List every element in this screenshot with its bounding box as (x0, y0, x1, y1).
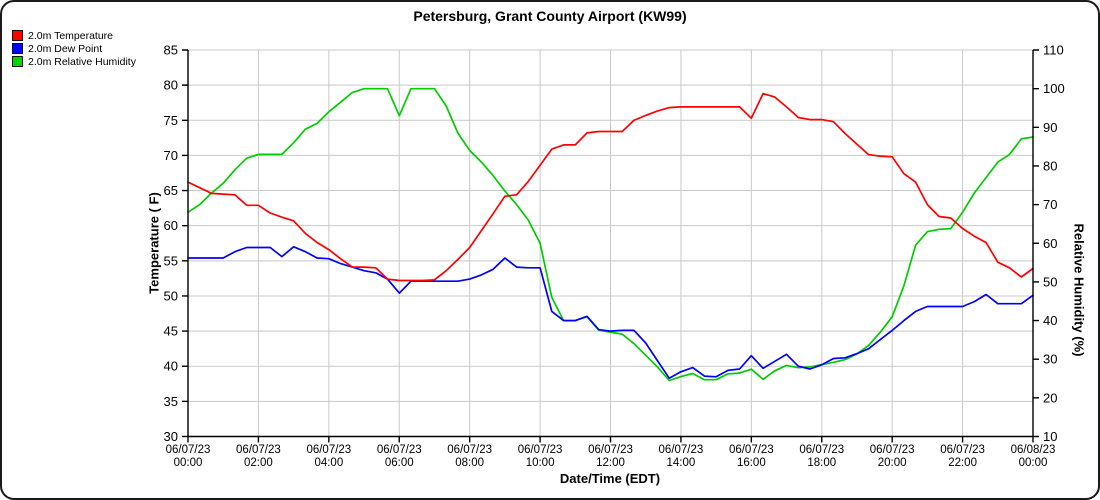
left-axis-tick-label: 40 (164, 359, 178, 374)
right-axis-tick-label: 30 (1043, 352, 1057, 367)
legend-swatch-dew-point-icon (12, 43, 23, 54)
right-axis-tick-label: 40 (1043, 313, 1057, 328)
legend-item-temperature: 2.0m Temperature (12, 29, 136, 42)
left-axis-tick-label: 55 (164, 253, 178, 268)
legend-label-dew-point: 2.0m Dew Point (28, 42, 103, 55)
right-axis-tick-label: 110 (1043, 43, 1064, 58)
x-axis-tick-time: 08:00 (455, 457, 484, 469)
left-axis-tick-label: 80 (164, 78, 178, 93)
x-axis-tick-date: 06/08/23 (1011, 444, 1056, 456)
legend-item-dew-point: 2.0m Dew Point (12, 42, 136, 55)
right-axis-tick-label: 80 (1043, 158, 1057, 173)
x-axis-tick-date: 06/07/23 (940, 444, 985, 456)
legend-swatch-temperature-icon (12, 30, 23, 41)
x-axis-tick-date: 06/07/23 (518, 444, 563, 456)
legend-swatch-relative-humidity-icon (12, 56, 23, 67)
x-axis-tick-time: 12:00 (596, 457, 625, 469)
x-axis-tick-date: 06/07/23 (588, 444, 633, 456)
series-line-2-0m-relative-humidity (187, 87, 1034, 382)
right-axis-tick-label: 10 (1043, 429, 1057, 444)
x-axis-tick-time: 00:00 (1019, 457, 1048, 469)
x-axis-tick-date: 06/07/23 (799, 444, 844, 456)
right-axis-tick-label: 60 (1043, 236, 1057, 251)
x-axis-tick-time: 22:00 (948, 457, 977, 469)
x-axis-tick-time: 20:00 (878, 457, 907, 469)
x-axis-tick-date: 06/07/23 (659, 444, 704, 456)
left-axis-tick-label: 50 (164, 288, 178, 303)
right-axis-tick-label: 50 (1043, 274, 1057, 289)
x-axis-tick-time: 04:00 (314, 457, 343, 469)
x-axis-tick-date: 06/07/23 (306, 444, 351, 456)
left-axis-tick-label: 70 (164, 148, 178, 163)
left-axis-tick-label: 65 (164, 183, 178, 198)
left-axis-tick-label: 30 (164, 429, 178, 444)
x-axis-title: Date/Time (EDT) (559, 471, 661, 486)
right-axis-tick-label: 20 (1043, 390, 1057, 405)
x-axis-tick-time: 10:00 (526, 457, 555, 469)
x-axis-tick-date: 06/07/23 (870, 444, 915, 456)
x-axis-tick-date: 06/07/23 (729, 444, 774, 456)
left-axis-tick-label: 75 (164, 113, 178, 128)
legend-item-relative-humidity: 2.0m Relative Humidity (12, 55, 136, 68)
left-axis-tick-label: 85 (164, 43, 178, 58)
right-axis-tick-label: 70 (1043, 197, 1057, 212)
left-axis-tick-label: 60 (164, 218, 178, 233)
x-axis-tick-date: 06/07/23 (236, 444, 281, 456)
x-axis-tick-time: 02:00 (244, 457, 273, 469)
x-axis-tick-date: 06/07/23 (447, 444, 492, 456)
x-axis-tick-time: 06:00 (385, 457, 414, 469)
legend-label-relative-humidity: 2.0m Relative Humidity (28, 55, 136, 68)
x-axis-tick-time: 16:00 (737, 457, 766, 469)
x-axis-tick-date: 06/07/23 (166, 444, 211, 456)
series-line-2-0m-temperature (187, 92, 1034, 282)
left-axis-tick-label: 35 (164, 394, 178, 409)
legend-label-temperature: 2.0m Temperature (28, 29, 114, 42)
right-axis-tick-label: 90 (1043, 120, 1057, 135)
x-axis-tick-time: 18:00 (807, 457, 836, 469)
x-axis-tick-time: 00:00 (174, 457, 203, 469)
x-axis-tick-time: 14:00 (667, 457, 696, 469)
chart-title: Petersburg, Grant County Airport (KW99) (413, 8, 687, 24)
legend: 2.0m Temperature 2.0m Dew Point 2.0m Rel… (12, 29, 136, 68)
left-axis-tick-label: 45 (164, 324, 178, 339)
right-axis-tick-label: 100 (1043, 81, 1065, 96)
x-axis-tick-date: 06/07/23 (377, 444, 422, 456)
series-line-2-0m-dew-point (187, 245, 1034, 380)
